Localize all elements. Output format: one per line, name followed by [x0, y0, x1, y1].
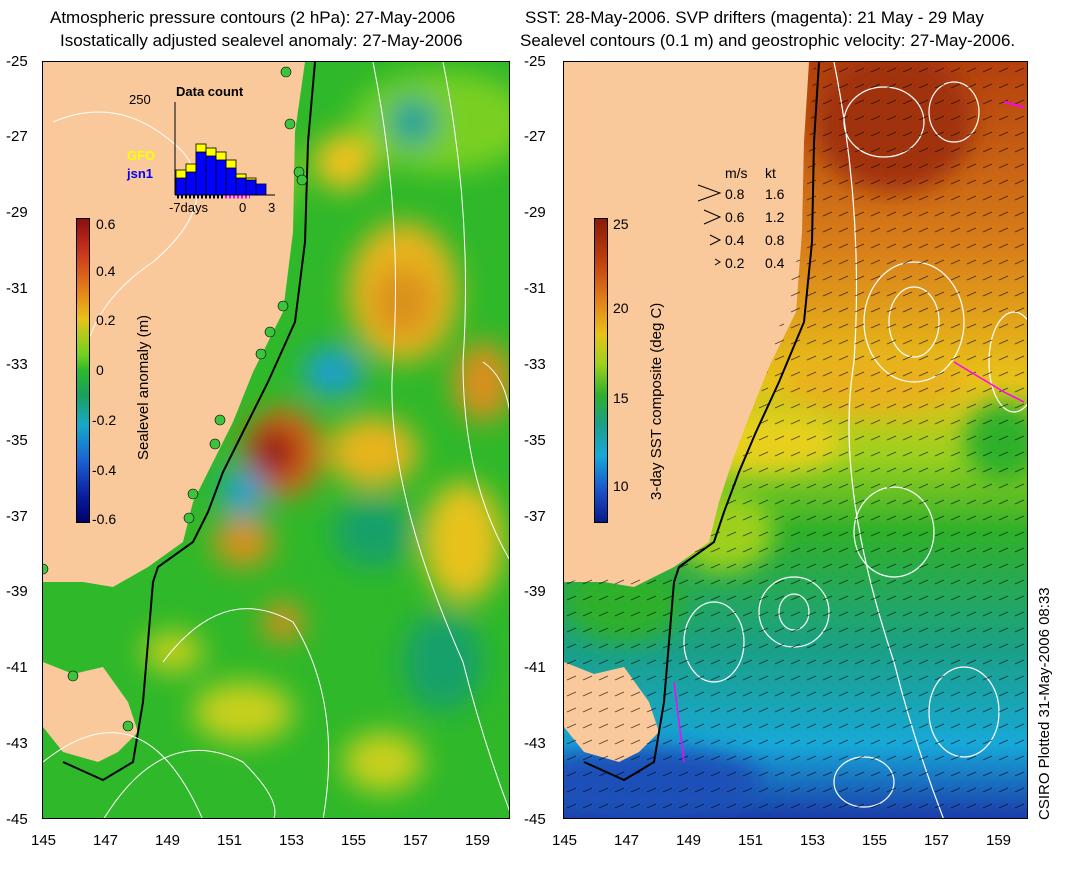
- x-tick-right-4: 153: [800, 832, 826, 849]
- y-tick-right-6: -37: [524, 508, 546, 525]
- left-title-line2: Isostatically adjusted sealevel anomaly:…: [60, 31, 463, 50]
- sealevel-colorbar-tick-2: 0.2: [96, 312, 116, 328]
- sealevel-colorbar-tick-0: 0.6: [96, 216, 116, 232]
- y-tick-right-10: -45: [524, 811, 546, 828]
- x-tick-left-4: 153: [279, 832, 305, 849]
- sst-colorbar-tick-0: 25: [613, 216, 629, 232]
- x-tick-right-6: 157: [924, 832, 950, 849]
- y-tick-right-8: -41: [524, 659, 546, 676]
- x-tick-right-3: 151: [738, 832, 764, 849]
- x-tick-right-2: 149: [676, 832, 702, 849]
- velocity-legend: m/s kt 0.8 1.6 0.6 1.2 0.4 0.8 0.2 0.4: [690, 165, 830, 275]
- y-tick-left-4: -33: [6, 356, 28, 373]
- velocity-legend-kt-3: 0.4: [765, 255, 785, 271]
- x-tick-right-5: 155: [862, 832, 888, 849]
- y-tick-right-1: -27: [524, 128, 546, 145]
- inset-max-label: 250: [129, 92, 151, 107]
- x-tick-left-6: 157: [403, 832, 429, 849]
- sst-colorbar: [594, 218, 608, 523]
- y-tick-left-9: -43: [6, 735, 28, 752]
- y-tick-right-3: -31: [524, 280, 546, 297]
- data-count-inset: 250 Data count GFO jsn1 -7days 0: [125, 82, 285, 215]
- sealevel-anomaly-map: [42, 61, 510, 819]
- velocity-legend-kt-2: 0.8: [765, 232, 785, 248]
- sst-colorbar-tick-1: 20: [613, 300, 629, 316]
- sealevel-colorbar-tick-4: -0.2: [92, 412, 117, 428]
- x-tick-left-1: 147: [93, 832, 119, 849]
- sealevel-anomaly-field: [43, 62, 509, 818]
- sealevel-colorbar-tick-5: -0.4: [92, 462, 117, 478]
- sst-colorbar-tick-3: 10: [613, 478, 629, 494]
- x-tick-right-7: 159: [986, 832, 1012, 849]
- x-tick-left-3: 151: [217, 832, 243, 849]
- velocity-legend-kt-0: 1.6: [765, 186, 785, 202]
- y-tick-right-7: -39: [524, 583, 546, 600]
- y-tick-left-7: -39: [6, 583, 28, 600]
- inset-xtick-start: -7days: [169, 200, 209, 215]
- sst-field: [564, 62, 1027, 818]
- velocity-legend-header-ms: m/s: [725, 165, 748, 181]
- velocity-legend-ms-1: 0.6: [725, 209, 745, 225]
- sealevel-colorbar-tick-1: 0.4: [96, 263, 116, 279]
- sealevel-colorbar-tick-3: 0: [96, 362, 104, 378]
- y-tick-left-3: -31: [6, 280, 28, 297]
- right-title-line1: SST: 28-May-2006. SVP drifters (magenta)…: [525, 8, 984, 27]
- sealevel-colorbar: [76, 218, 90, 523]
- y-tick-right-2: -29: [524, 204, 546, 221]
- y-tick-right-5: -35: [524, 432, 546, 449]
- sealevel-colorbar-label: Sealevel anomaly (m): [135, 314, 152, 460]
- y-tick-left-1: -27: [6, 128, 28, 145]
- y-tick-left-10: -45: [6, 811, 28, 828]
- y-tick-left-2: -29: [6, 204, 28, 221]
- sst-map: [563, 61, 1028, 819]
- y-tick-left-8: -41: [6, 659, 28, 676]
- data-count-bars: [174, 102, 275, 199]
- x-tick-right-1: 147: [614, 832, 640, 849]
- x-tick-right-0: 145: [552, 832, 578, 849]
- inset-xtick-zero: 0: [239, 200, 247, 215]
- velocity-legend-kt-1: 1.2: [765, 209, 785, 225]
- velocity-legend-ms-3: 0.2: [725, 255, 745, 271]
- x-tick-left-5: 155: [341, 832, 367, 849]
- x-tick-left-7: 159: [465, 832, 491, 849]
- y-tick-right-4: -33: [524, 356, 546, 373]
- y-tick-left-6: -37: [6, 508, 28, 525]
- sst-colorbar-tick-2: 15: [613, 390, 629, 406]
- inset-xtick-end: 3: [268, 200, 276, 215]
- x-tick-left-2: 149: [155, 832, 181, 849]
- velocity-legend-ms-2: 0.4: [725, 232, 745, 248]
- inset-series-jsn1: jsn1: [127, 166, 154, 181]
- plot-credit: CSIRO Plotted 31-May-2006 08:33: [1036, 587, 1053, 820]
- sealevel-colorbar-tick-6: -0.6: [92, 511, 117, 527]
- y-tick-right-0: -25: [524, 53, 546, 70]
- inset-series-gfo: GFO: [127, 148, 156, 163]
- left-title-line1: Atmospheric pressure contours (2 hPa): 2…: [50, 8, 456, 27]
- y-tick-left-5: -35: [6, 432, 28, 449]
- velocity-legend-header-kt: kt: [765, 165, 776, 181]
- y-tick-left-0: -25: [6, 53, 28, 70]
- velocity-legend-arrows: [697, 184, 722, 266]
- x-tick-left-0: 145: [31, 832, 57, 849]
- y-tick-right-9: -43: [524, 735, 546, 752]
- velocity-legend-ms-0: 0.8: [725, 186, 745, 202]
- inset-title: Data count: [176, 84, 244, 99]
- sst-colorbar-label: 3-day SST composite (deg C): [648, 302, 665, 500]
- right-title-line2: Sealevel contours (0.1 m) and geostrophi…: [520, 31, 1016, 50]
